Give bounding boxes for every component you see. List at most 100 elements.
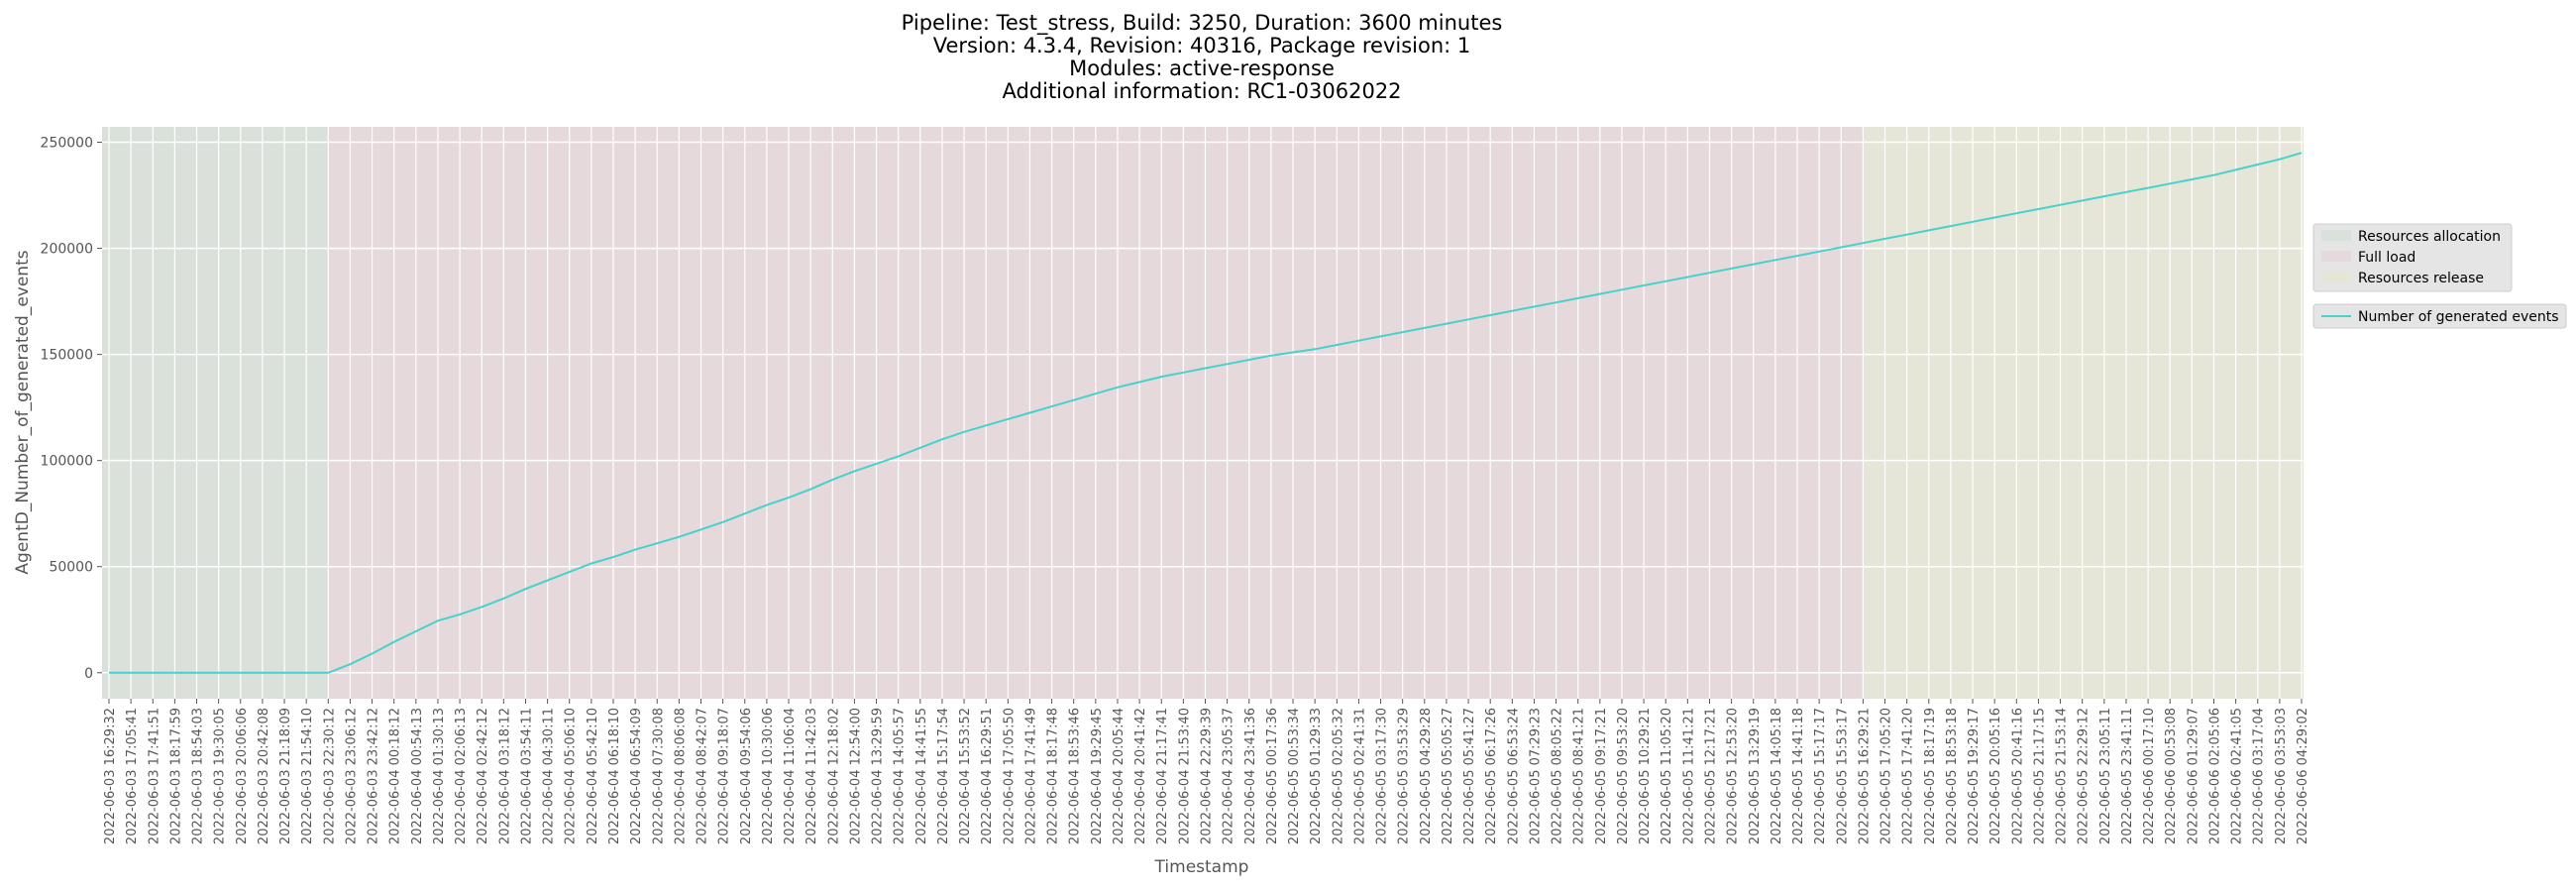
y-tick-label: 250000 (41, 136, 93, 152)
x-tick-label: 2022-06-05 19:29:17 (1967, 708, 1982, 844)
x-tick-label: 2022-06-03 21:18:09 (278, 708, 293, 844)
x-tick-label: 2022-06-05 08:41:21 (1572, 708, 1587, 844)
x-tick-label: 2022-06-03 16:29:32 (103, 708, 118, 844)
x-tick-label: 2022-06-04 21:17:41 (1155, 708, 1170, 844)
x-tick-label: 2022-06-04 08:06:08 (673, 708, 688, 844)
x-tick-label: 2022-06-03 23:42:12 (367, 708, 381, 844)
legend-swatch (2321, 251, 2351, 262)
x-tick-label: 2022-06-05 11:05:20 (1660, 708, 1674, 844)
x-tick-label: 2022-06-04 20:41:42 (1133, 708, 1148, 844)
x-tick-label: 2022-06-05 17:41:20 (1901, 708, 1916, 844)
x-tick-label: 2022-06-04 16:29:51 (980, 708, 995, 844)
x-tick-label: 2022-06-05 07:29:23 (1528, 708, 1543, 844)
x-tick-label: 2022-06-04 23:05:37 (1222, 708, 1236, 844)
x-tick-label: 2022-06-04 09:54:06 (739, 708, 754, 844)
x-tick-label: 2022-06-05 01:29:33 (1309, 708, 1324, 844)
x-tick-label: 2022-06-05 21:17:15 (2032, 708, 2047, 844)
x-tick-label: 2022-06-04 15:53:52 (958, 708, 973, 844)
x-tick-label: 2022-06-03 17:41:51 (147, 708, 161, 844)
x-tick-label: 2022-06-04 05:06:10 (564, 708, 579, 844)
x-tick-label: 2022-06-04 08:42:07 (696, 708, 710, 844)
x-axis-label: Timestamp (1154, 857, 1249, 877)
x-tick-label: 2022-06-04 03:54:11 (519, 708, 534, 844)
x-tick-label: 2022-06-04 00:18:12 (388, 708, 403, 844)
x-tick-label: 2022-06-05 18:53:18 (1945, 708, 1960, 844)
x-tick-label: 2022-06-03 23:06:12 (344, 708, 359, 844)
x-tick-label: 2022-06-05 03:17:30 (1375, 708, 1390, 844)
x-tick-label: 2022-06-03 21:54:10 (300, 708, 315, 844)
x-tick-label: 2022-06-03 22:30:12 (322, 708, 337, 844)
x-tick-label: 2022-06-05 23:05:11 (2098, 708, 2113, 844)
x-tick-label: 2022-06-05 06:17:26 (1484, 708, 1499, 844)
y-tick-label: 100000 (41, 454, 93, 470)
x-tick-label: 2022-06-05 09:17:21 (1594, 708, 1609, 844)
x-tick-label: 2022-06-05 15:53:17 (1835, 708, 1850, 844)
x-tick-label: 2022-06-04 03:18:12 (497, 708, 512, 844)
y-tick-label: 0 (84, 666, 93, 682)
x-tick-label: 2022-06-04 12:54:00 (848, 708, 863, 844)
legend-label: Full load (2358, 250, 2415, 266)
x-tick-label: 2022-06-06 00:17:10 (2142, 708, 2157, 844)
legend-label: Resources allocation (2358, 229, 2501, 245)
x-tick-label: 2022-06-03 18:17:59 (168, 708, 183, 844)
x-tick-label: 2022-06-05 04:29:28 (1419, 708, 1434, 844)
x-tick-label: 2022-06-06 03:53:03 (2274, 708, 2289, 844)
x-tick-label: 2022-06-05 13:29:19 (1748, 708, 1763, 844)
x-tick-label: 2022-06-04 17:05:50 (1002, 708, 1017, 844)
x-tick-label: 2022-06-06 02:41:05 (2230, 708, 2245, 844)
x-tick-label: 2022-06-03 19:30:05 (213, 708, 228, 844)
x-tick-label: 2022-06-05 21:53:14 (2055, 708, 2070, 844)
x-tick-label: 2022-06-05 14:05:18 (1770, 708, 1784, 844)
legend-label: Number of generated events (2358, 309, 2559, 325)
x-tick-label: 2022-06-04 18:17:48 (1046, 708, 1061, 844)
x-tick-label: 2022-06-05 06:53:24 (1506, 708, 1521, 844)
x-tick-label: 2022-06-05 02:05:32 (1331, 708, 1345, 844)
x-tick-label: 2022-06-04 07:30:08 (651, 708, 666, 844)
x-tick-label: 2022-06-05 23:41:11 (2120, 708, 2135, 844)
legend-box (2312, 223, 2513, 292)
x-tick-label: 2022-06-05 12:17:21 (1703, 708, 1718, 844)
x-tick-label: 2022-06-04 22:29:39 (1200, 708, 1215, 844)
x-tick-label: 2022-06-05 11:41:21 (1681, 708, 1696, 844)
phase-span (102, 127, 329, 699)
x-tick-label: 2022-06-04 02:06:13 (454, 708, 469, 844)
y-tick-label: 50000 (49, 560, 93, 576)
x-tick-label: 2022-06-04 01:30:13 (432, 708, 447, 844)
x-tick-label: 2022-06-04 12:18:02 (826, 708, 841, 844)
legend-box (2312, 303, 2567, 329)
x-tick-label: 2022-06-04 14:05:57 (893, 708, 908, 844)
x-tick-label: 2022-06-03 17:05:41 (125, 708, 140, 844)
x-tick-label: 2022-06-05 14:41:18 (1791, 708, 1806, 844)
x-tick-label: 2022-06-05 16:29:21 (1857, 708, 1872, 844)
x-tick-label: 2022-06-06 03:17:04 (2252, 708, 2267, 844)
x-tick-label: 2022-06-05 20:41:16 (2010, 708, 2025, 844)
x-tick-label: 2022-06-04 06:54:09 (629, 708, 644, 844)
phase-span (1863, 127, 2304, 699)
x-tick-label: 2022-06-06 04:29:02 (2296, 708, 2310, 844)
x-tick-label: 2022-06-05 03:53:29 (1397, 708, 1412, 844)
title-line: Version: 4.3.4, Revision: 40316, Package… (933, 34, 1471, 57)
x-tick-label: 2022-06-05 20:05:16 (1988, 708, 2003, 844)
legend-swatch (2321, 272, 2351, 282)
title-line: Additional information: RC1-03062022 (1002, 79, 1401, 103)
y-tick-label: 150000 (41, 348, 93, 364)
x-tick-label: 2022-06-06 01:29:07 (2186, 708, 2200, 844)
x-tick-label: 2022-06-04 06:18:10 (607, 708, 622, 844)
title-line: Pipeline: Test_stress, Build: 3250, Dura… (902, 11, 1503, 36)
x-tick-label: 2022-06-05 05:41:27 (1462, 708, 1477, 844)
x-tick-label: 2022-06-05 02:41:31 (1352, 708, 1367, 844)
x-tick-label: 2022-06-04 09:18:07 (717, 708, 732, 844)
legend-label: Resources release (2358, 271, 2484, 286)
x-tick-label: 2022-06-04 21:53:40 (1177, 708, 1192, 844)
x-tick-label: 2022-06-04 23:41:36 (1243, 708, 1258, 844)
x-tick-label: 2022-06-03 18:54:03 (191, 708, 206, 844)
x-tick-label: 2022-06-04 10:30:06 (761, 708, 776, 844)
x-tick-label: 2022-06-05 00:17:36 (1265, 708, 1280, 844)
x-tick-label: 2022-06-04 20:05:44 (1112, 708, 1127, 844)
x-tick-label: 2022-06-04 13:29:59 (871, 708, 886, 844)
x-tick-label: 2022-06-04 02:42:12 (476, 708, 490, 844)
x-tick-label: 2022-06-05 09:53:20 (1616, 708, 1631, 844)
x-tick-label: 2022-06-05 10:29:21 (1638, 708, 1653, 844)
x-tick-label: 2022-06-04 05:42:10 (586, 708, 600, 844)
